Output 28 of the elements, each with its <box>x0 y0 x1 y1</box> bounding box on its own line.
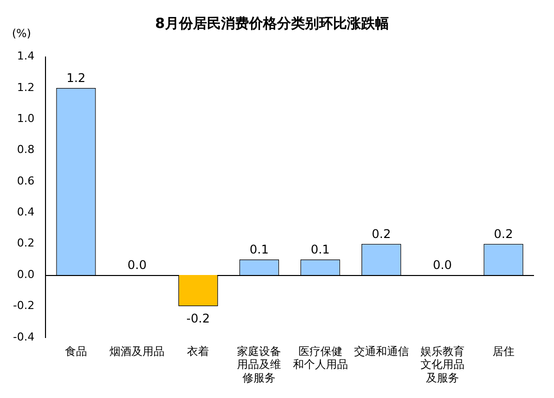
data-label: 0.0 <box>128 258 147 272</box>
y-tick-label: -0.4 <box>12 330 34 344</box>
x-tick-label: 医疗保健和个人用品 <box>292 344 348 372</box>
y-tick-label: 0.8 <box>16 143 34 156</box>
y-axis-title: (%) <box>12 26 32 40</box>
x-tick-label: 家庭设备用品及维修服务 <box>237 344 282 384</box>
chart-title: 8月份居民消费价格分类别环比涨跌幅 <box>155 16 389 32</box>
data-label: 0.1 <box>310 242 330 257</box>
data-label: 0.0 <box>432 258 452 272</box>
y-tick-label: 1.0 <box>16 112 34 126</box>
x-tick-label: 食品 <box>64 344 87 358</box>
y-tick-label: 1.4 <box>16 50 34 63</box>
y-tick-label: 0.4 <box>16 206 34 219</box>
data-label: 0.2 <box>372 226 391 241</box>
x-tick-label: 烟酒及用品 <box>110 344 165 358</box>
data-label: -0.2 <box>186 311 210 326</box>
x-tick-label: 娱乐教育文化用品及服务 <box>420 344 464 384</box>
y-tick-label: 0.2 <box>16 236 34 250</box>
x-tick-label: 交通和通信 <box>354 344 409 358</box>
y-tick-label: 1.2 <box>16 80 34 94</box>
y-tick-label: 0.0 <box>16 268 34 281</box>
x-tick-label: 衣着 <box>187 344 210 358</box>
x-tick-label: 居住 <box>492 344 514 358</box>
data-label: 0.1 <box>250 242 269 257</box>
data-label: 0.2 <box>494 226 514 241</box>
y-tick-label: -0.2 <box>12 299 34 312</box>
data-label: 1.2 <box>66 71 86 86</box>
y-tick-label: 0.6 <box>16 174 34 188</box>
